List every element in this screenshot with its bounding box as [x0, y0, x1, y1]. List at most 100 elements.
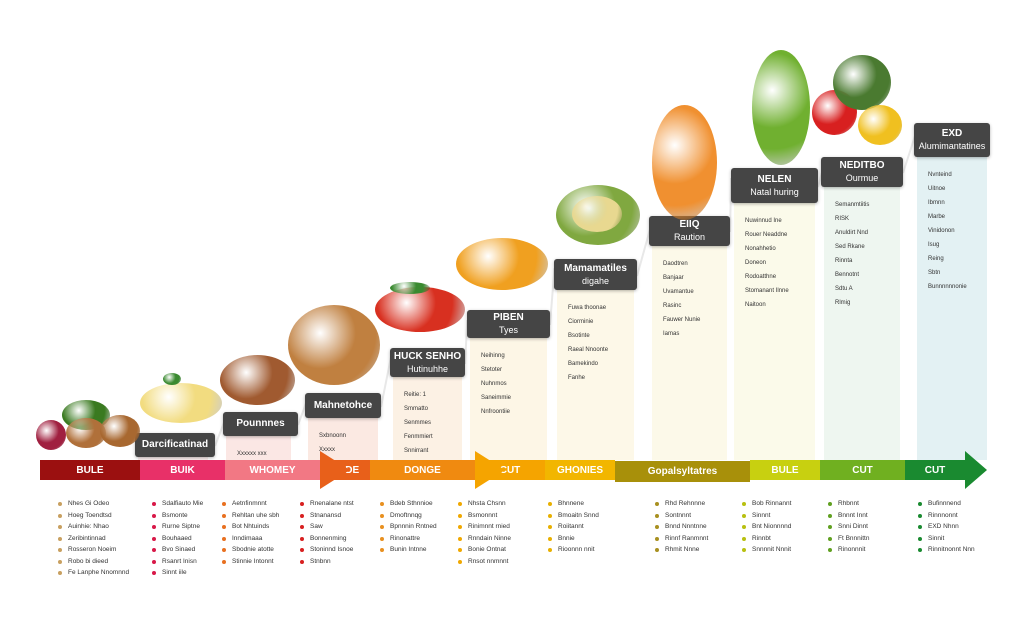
detail-line: Nuwinnud Ine [745, 218, 782, 224]
progress-bar-segment: DONGE [370, 460, 475, 480]
food-image [390, 282, 430, 294]
stage-subtitle: Tyes [498, 325, 518, 335]
bullet-icon [458, 548, 462, 552]
list-item-text: Fe Lanphe Nnomnnd [68, 569, 130, 576]
bullet-icon [742, 513, 746, 518]
stage-panel [138, 457, 208, 460]
stage-title: Mamamatiles [564, 262, 627, 274]
list-item: Bvo Sinaed [152, 546, 203, 555]
list-item-text: Rinnf Ranmnnt [665, 534, 709, 542]
bullet-icon [222, 513, 226, 518]
bullet-icon [458, 536, 462, 541]
stage-title: HUCK SENHO [393, 350, 462, 362]
bullet-icon [548, 548, 552, 552]
detail-line: Uitnoe [928, 186, 946, 192]
list-item: Bufinnnend [918, 500, 975, 509]
list-item: Rinnf Ranmnnt [655, 535, 708, 544]
stage-panel [917, 157, 987, 460]
list-item: Bsmonnnt [458, 512, 511, 521]
bottom-list: Bdeb Sthnnioe Dmoftnnqg Bpnnnin Rntned Rino… [380, 500, 437, 558]
list-item: Bunin Intnne [380, 546, 437, 555]
detail-line: Xxxxxx xxx [237, 451, 267, 457]
bullet-icon [458, 502, 462, 506]
stage-label: NEDITBO Ourmue [821, 157, 903, 187]
bottom-list: Nhsta Chsnn Bsmonnnt Rinimnnt rnied Rnndain… [458, 500, 511, 569]
bullet-icon [655, 525, 659, 529]
detail-line: Smmatto [404, 406, 429, 412]
list-item-text: Rehltan uhe sbh [232, 511, 280, 519]
list-item-text: Auinhie: Nhao [68, 523, 109, 530]
list-item-text: Rioonnn nnit [558, 546, 595, 553]
stage-label: NELEN Natal huring [731, 168, 818, 203]
bullet-icon [548, 525, 552, 529]
bullet-icon [918, 502, 922, 506]
detail-line: Reitie: 1 [404, 392, 427, 398]
list-item-text: Bsmonnnt [468, 511, 498, 519]
list-item-text: Rnndain Ninne [468, 534, 512, 542]
list-item-text: Ft Bnnnittn [838, 534, 870, 542]
stage-panel [393, 377, 462, 460]
stage-panel [470, 338, 547, 460]
list-item: Rsanrt Inisn [152, 558, 203, 567]
detail-line: Stetoter [481, 367, 503, 373]
detail-line: Doneon [745, 260, 767, 266]
stage-label: EIIQ Raution [649, 216, 730, 246]
detail-line: Bunnnnnnonie [928, 284, 967, 290]
bullet-icon [222, 525, 226, 529]
list-item-text: Rhd Rehnnne [665, 500, 706, 507]
list-item: Rhbnnt [828, 500, 869, 509]
bullet-icon [58, 548, 62, 552]
list-item: Stinnie Intonnt [222, 558, 279, 567]
bullet-icon [380, 502, 384, 506]
list-item: Snni Dinnt [828, 523, 869, 532]
stage-subtitle: Ourmue [845, 173, 879, 183]
bullet-icon [152, 513, 156, 518]
list-item: Saw [300, 523, 354, 532]
list-item-text: Sontnnnt [665, 511, 692, 519]
stage-details: Neihinng Stetoter Nuhnmos Saneimmie Nnfroont… [481, 352, 511, 422]
list-item-text: Bonnenming [310, 534, 347, 542]
list-item: Bouhaaed [152, 535, 203, 544]
bullet-icon [58, 513, 62, 518]
bullet-icon [548, 536, 552, 541]
bullet-icon [152, 559, 156, 564]
detail-line: Isug [928, 242, 940, 248]
list-item-text: Rhmit Nnne [665, 546, 700, 553]
list-item: Bot Nhtuinds [222, 523, 279, 532]
stage-subtitle: Hutinuhhe [406, 363, 449, 374]
list-item: Sinnt iile [152, 569, 203, 578]
bullet-icon [58, 559, 62, 564]
stage-panel [824, 187, 900, 460]
detail-line: Anuldirt Nnd [835, 230, 869, 236]
list-item-text: Robo bi dieed [68, 557, 109, 565]
list-item: Rurne Siptne [152, 523, 203, 532]
detail-line: RISK [835, 216, 850, 222]
list-item: Stoninnd Isnoe [300, 546, 354, 555]
list-item: Rosseron Noeim [58, 546, 129, 555]
list-item-text: Bpnnnin Rntned [390, 523, 437, 530]
list-item-text: Zeribintinnad [68, 534, 106, 542]
detail-line: Ciorminie [568, 319, 594, 325]
list-item: Bnnie [548, 535, 599, 544]
list-item-text: Sinnit [928, 534, 945, 542]
detail-line: Banjaar [663, 275, 684, 281]
bullet-icon [58, 502, 62, 506]
stage-label: Mamamatiles digahe [554, 259, 637, 290]
bullet-icon [828, 548, 832, 552]
list-item: Stnbnn [300, 558, 354, 567]
detail-line: Sed Rkane [835, 244, 865, 250]
list-item-text: Hoeg Toendtsd [68, 511, 112, 519]
list-item: Stnanansd [300, 512, 354, 521]
bullet-icon [222, 559, 226, 564]
list-item-text: EXD Nhnn [928, 523, 959, 530]
detail-line: Fanhe [568, 375, 586, 381]
bottom-list: Aetnfinmnnt Rehltan uhe sbh Bot Nhtuinds In… [222, 500, 279, 569]
list-item-text: Nhsta Chsnn [468, 500, 506, 507]
list-item-text: Bnt Nionnnnd [752, 523, 792, 530]
stage-title: Pounnnes [236, 418, 285, 429]
list-item: Rinnbt [742, 535, 791, 544]
bullet-icon [655, 548, 659, 552]
detail-line: Fauwer Nunie [663, 317, 701, 323]
list-item-text: Bvo Sinaed [162, 546, 196, 553]
list-item-text: Bufinnnend [928, 500, 961, 507]
